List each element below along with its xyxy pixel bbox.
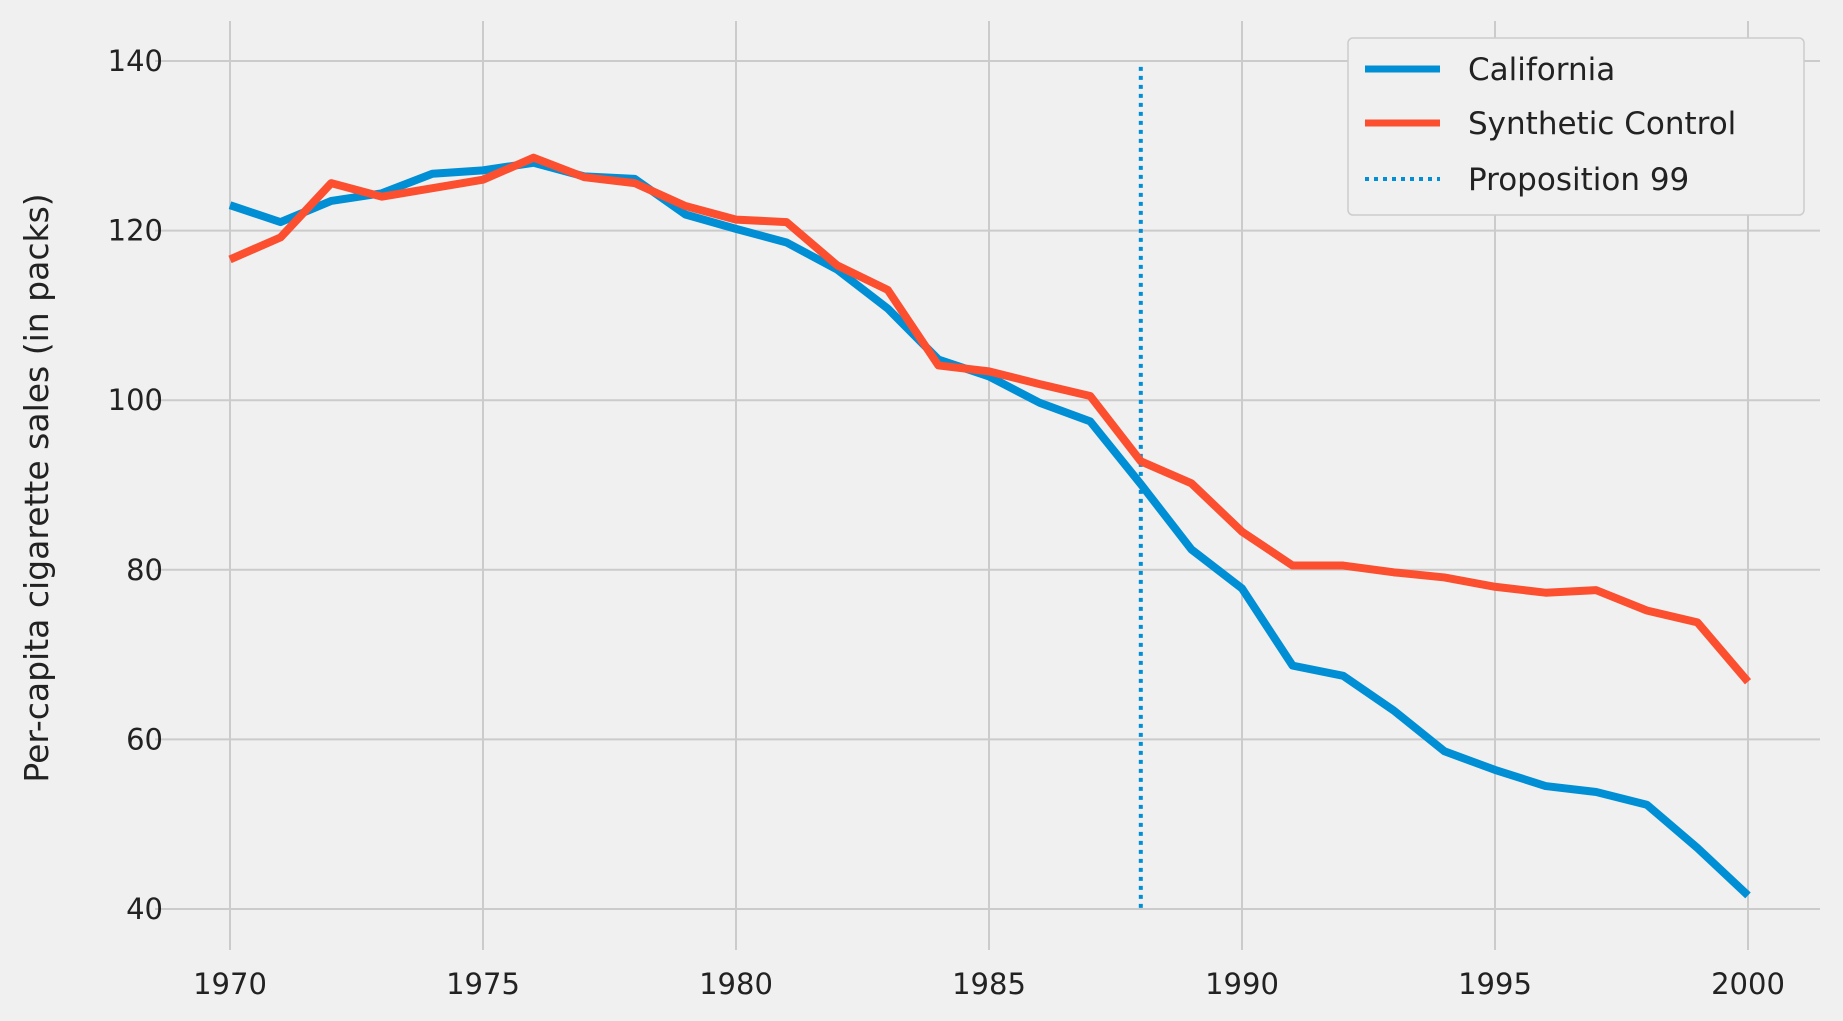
x-tick-label: 1970 bbox=[193, 967, 267, 1001]
series-lines bbox=[228, 153, 1752, 899]
legend-label-synthetic-control: Synthetic Control bbox=[1468, 106, 1736, 142]
y-tick-label: 40 bbox=[126, 892, 163, 926]
y-tick-label: 120 bbox=[108, 214, 163, 248]
x-tick-label: 1985 bbox=[952, 967, 1026, 1001]
x-tick-labels: 1970 1975 1980 1985 1990 1995 2000 bbox=[193, 967, 1785, 1001]
x-tick-label: 1980 bbox=[699, 967, 773, 1001]
x-tick-label: 1990 bbox=[1205, 967, 1279, 1001]
y-tick-label: 60 bbox=[126, 722, 163, 756]
x-tick-label: 1975 bbox=[446, 967, 520, 1001]
y-tick-label: 140 bbox=[108, 44, 163, 78]
legend-label-california: California bbox=[1468, 52, 1615, 88]
legend-label-proposition-99: Proposition 99 bbox=[1468, 162, 1689, 198]
legend-box bbox=[1347, 37, 1805, 216]
y-tick-labels: 40 60 80 100 120 140 bbox=[108, 44, 163, 926]
series-line-synthetic-control bbox=[228, 153, 1752, 685]
x-tick-label: 1995 bbox=[1458, 967, 1532, 1001]
series-line-california bbox=[228, 158, 1751, 899]
legend: California Synthetic Control Proposition… bbox=[1347, 37, 1805, 216]
y-tick-label: 80 bbox=[126, 553, 163, 587]
y-tick-label: 100 bbox=[108, 383, 163, 417]
y-axis-label: Per-capita cigarette sales (in packs) bbox=[17, 193, 56, 782]
x-tick-label: 2000 bbox=[1711, 967, 1785, 1001]
